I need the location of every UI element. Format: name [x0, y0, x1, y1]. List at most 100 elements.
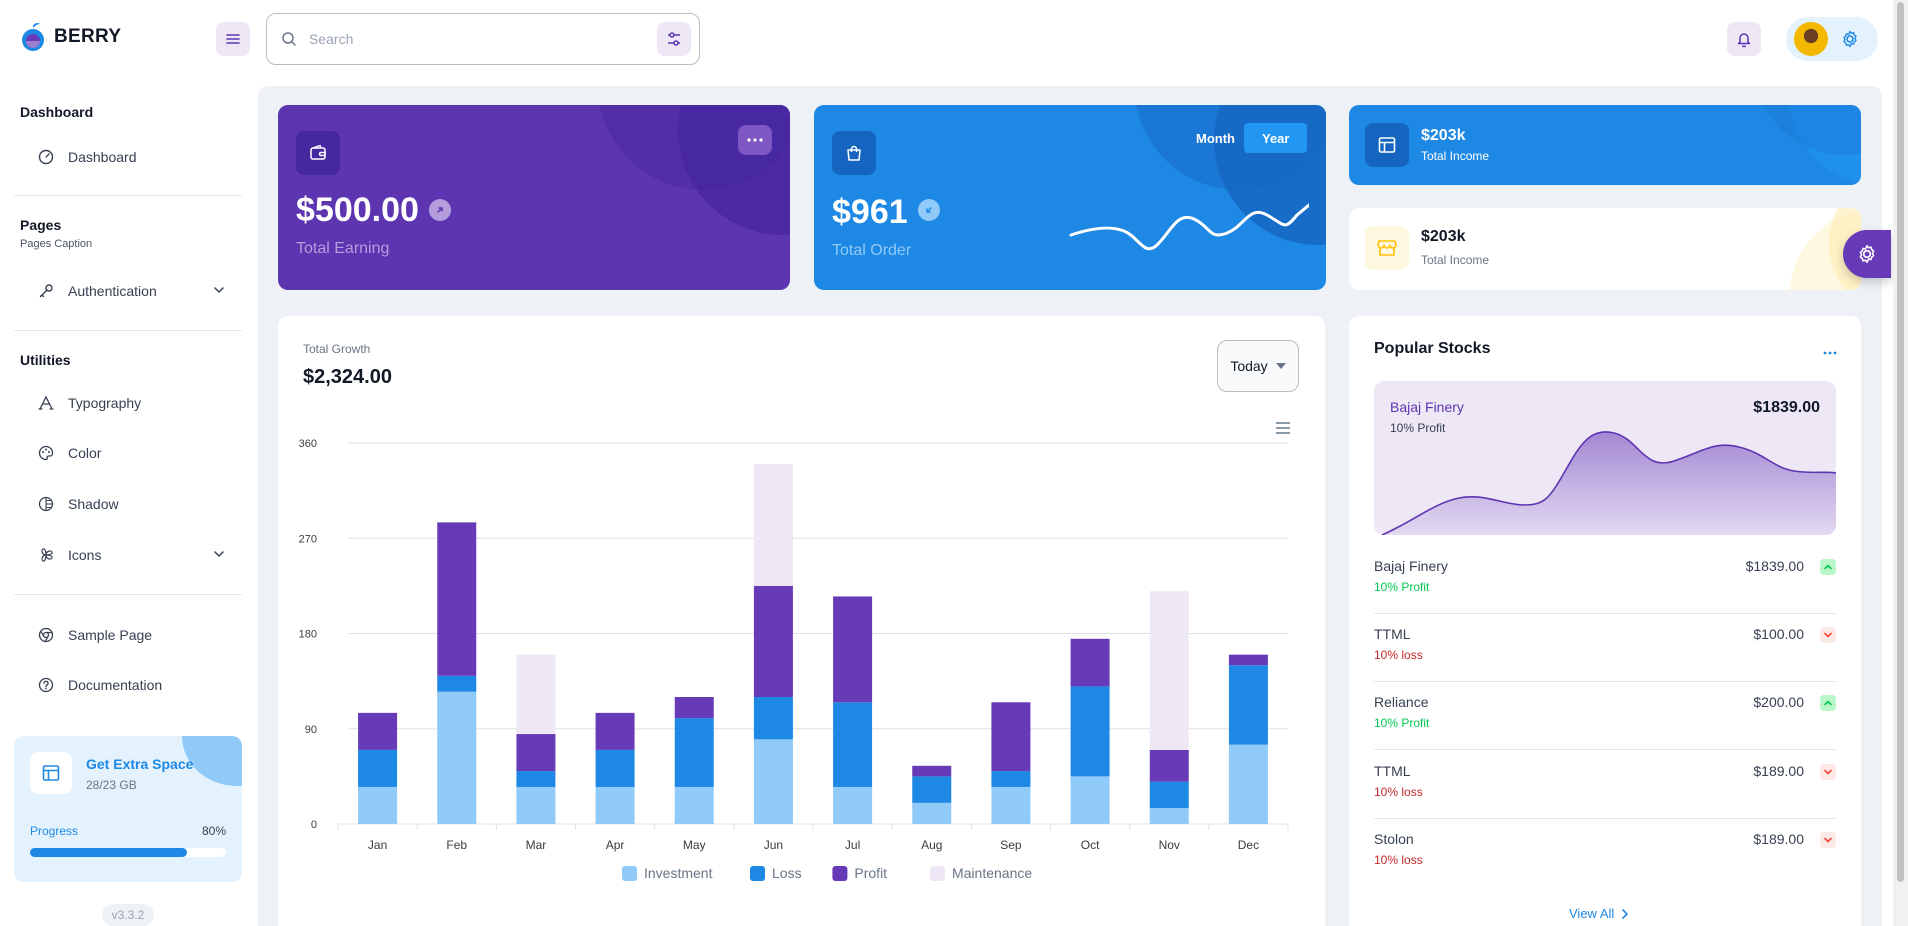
promo-subtitle: 28/23 GB	[86, 778, 137, 792]
bar-investment	[753, 739, 793, 824]
sidebar-item-authentication[interactable]: Authentication	[28, 271, 240, 311]
bar-profit	[1149, 749, 1189, 782]
period-select-value: Today	[1230, 358, 1268, 374]
stock-change: 10% Profit	[1374, 580, 1430, 594]
featured-stock-sub: 10% Profit	[1390, 421, 1446, 435]
search-icon	[282, 32, 296, 46]
arrow-up-right-icon	[429, 199, 451, 221]
notifications-button[interactable]	[1727, 22, 1761, 56]
growth-chart: 0 90 180 270 360 Jan Feb Mar Apr May Jun Jul Aug Sep O…	[299, 422, 1290, 881]
sidebar-item-dashboard[interactable]: Dashboard	[28, 137, 240, 177]
menu-toggle-button[interactable]	[216, 22, 250, 56]
legend-label: Profit	[854, 865, 887, 881]
chevron-up-icon	[1820, 559, 1836, 575]
bar-investment	[516, 786, 556, 824]
stock-value: $189.00	[1753, 831, 1804, 847]
stock-name: Bajaj Finery	[1374, 558, 1448, 574]
windmill-icon	[41, 548, 53, 562]
view-all-link[interactable]: View All	[1569, 906, 1630, 921]
earning-more-button[interactable]	[738, 125, 772, 155]
table-icon	[42, 765, 60, 781]
income-label: Total Income	[1421, 253, 1490, 267]
brand-logo[interactable]: BERRY	[20, 22, 121, 52]
table-icon	[1378, 137, 1396, 153]
bar-profit	[912, 765, 952, 777]
bar-profit	[1070, 638, 1110, 687]
stock-name: Stolon	[1374, 831, 1414, 847]
x-tick-label: Aug	[921, 838, 942, 852]
scrollbar-thumb[interactable]	[1897, 2, 1904, 882]
order-sparkline	[1069, 203, 1309, 251]
customize-button[interactable]	[1843, 230, 1891, 278]
chart-menu-icon	[1276, 422, 1290, 434]
bar-investment	[833, 786, 873, 824]
y-tick-label: 90	[305, 724, 317, 736]
stock-value: $100.00	[1753, 626, 1804, 642]
brand-chrome-icon	[38, 627, 54, 643]
stocks-more-button[interactable]	[1823, 342, 1837, 360]
page-scrollbar[interactable]	[1893, 0, 1908, 926]
progress-label: Progress	[30, 824, 79, 838]
sidebar-item-sample-page[interactable]: Sample Page	[28, 615, 240, 655]
promo-title[interactable]: Get Extra Space	[86, 756, 194, 772]
x-tick-label: Oct	[1081, 838, 1100, 852]
stock-value: $1839.00	[1745, 558, 1804, 574]
stock-value: $200.00	[1753, 694, 1804, 710]
wallet-icon	[310, 144, 326, 160]
list-item[interactable]: Stolon 10% loss $189.00	[1374, 819, 1836, 887]
list-item[interactable]: TTML 10% loss $189.00	[1374, 751, 1836, 819]
bar-maintenance	[753, 464, 793, 586]
bar-investment	[595, 786, 635, 824]
search-box[interactable]: Search	[266, 13, 700, 65]
toggle-month-button[interactable]: Month	[1196, 130, 1235, 146]
total-growth-card: Total Growth $2,324.00 Today 0 90 180 270 36…	[278, 316, 1325, 926]
bar-investment	[674, 786, 714, 824]
period-select[interactable]: Today	[1217, 340, 1299, 392]
total-earning-card: $500.00 Total Earning	[278, 105, 790, 290]
divider	[1374, 749, 1836, 750]
legend-swatch	[930, 866, 945, 881]
toggle-year-button[interactable]: Year	[1244, 123, 1308, 153]
sidebar-item-typography[interactable]: Typography	[28, 383, 240, 423]
sidebar-item-label: Dashboard	[68, 149, 137, 165]
bar-investment	[1228, 744, 1268, 824]
featured-stock-value: $1839.00	[1753, 399, 1820, 416]
total-order-card: Month Year $961 Total Order	[814, 105, 1326, 290]
bar-loss	[437, 675, 477, 692]
bar-profit	[516, 734, 556, 772]
chevron-up-icon	[1820, 695, 1836, 711]
decor-circle	[678, 105, 790, 235]
sidebar-item-icons[interactable]: Icons	[28, 535, 240, 575]
search-filter-button[interactable]	[657, 22, 691, 56]
legend-label: Maintenance	[952, 865, 1032, 881]
divider	[1374, 681, 1836, 682]
bar-maintenance	[1149, 591, 1189, 750]
chevron-down-icon	[214, 551, 224, 558]
bar-loss	[516, 771, 556, 787]
bar-profit	[753, 585, 793, 697]
search-input[interactable]: Search	[309, 31, 354, 47]
shopping-bag-icon	[847, 145, 861, 161]
earning-value: $500.00	[296, 191, 419, 229]
list-item[interactable]: Bajaj Finery 10% Profit $1839.00	[1374, 546, 1836, 614]
sidebar-item-shadow[interactable]: Shadow	[28, 484, 240, 524]
x-tick-label: Dec	[1238, 838, 1259, 852]
chevron-down-icon	[1820, 764, 1836, 780]
x-tick-label: Mar	[526, 838, 547, 852]
bar-loss	[833, 702, 873, 787]
bell-icon	[1737, 33, 1751, 48]
sidebar-item-color[interactable]: Color	[28, 433, 240, 473]
income-value: $203k	[1421, 228, 1466, 245]
list-item[interactable]: Reliance 10% Profit $200.00	[1374, 682, 1836, 750]
bar-loss	[358, 749, 398, 787]
arrow-down-left-icon	[918, 199, 940, 221]
featured-stock-card[interactable]: Bajaj Finery 10% Profit $1839.00	[1374, 381, 1836, 535]
profile-menu-button[interactable]	[1786, 17, 1878, 61]
decor-circle	[1754, 105, 1861, 155]
chevron-down-icon	[1820, 832, 1836, 848]
stock-change: 10% loss	[1374, 853, 1423, 867]
sidebar-item-documentation[interactable]: Documentation	[28, 665, 240, 705]
shadow-icon	[38, 496, 54, 512]
bar-loss	[1228, 665, 1268, 745]
list-item[interactable]: TTML 10% loss $100.00	[1374, 614, 1836, 682]
